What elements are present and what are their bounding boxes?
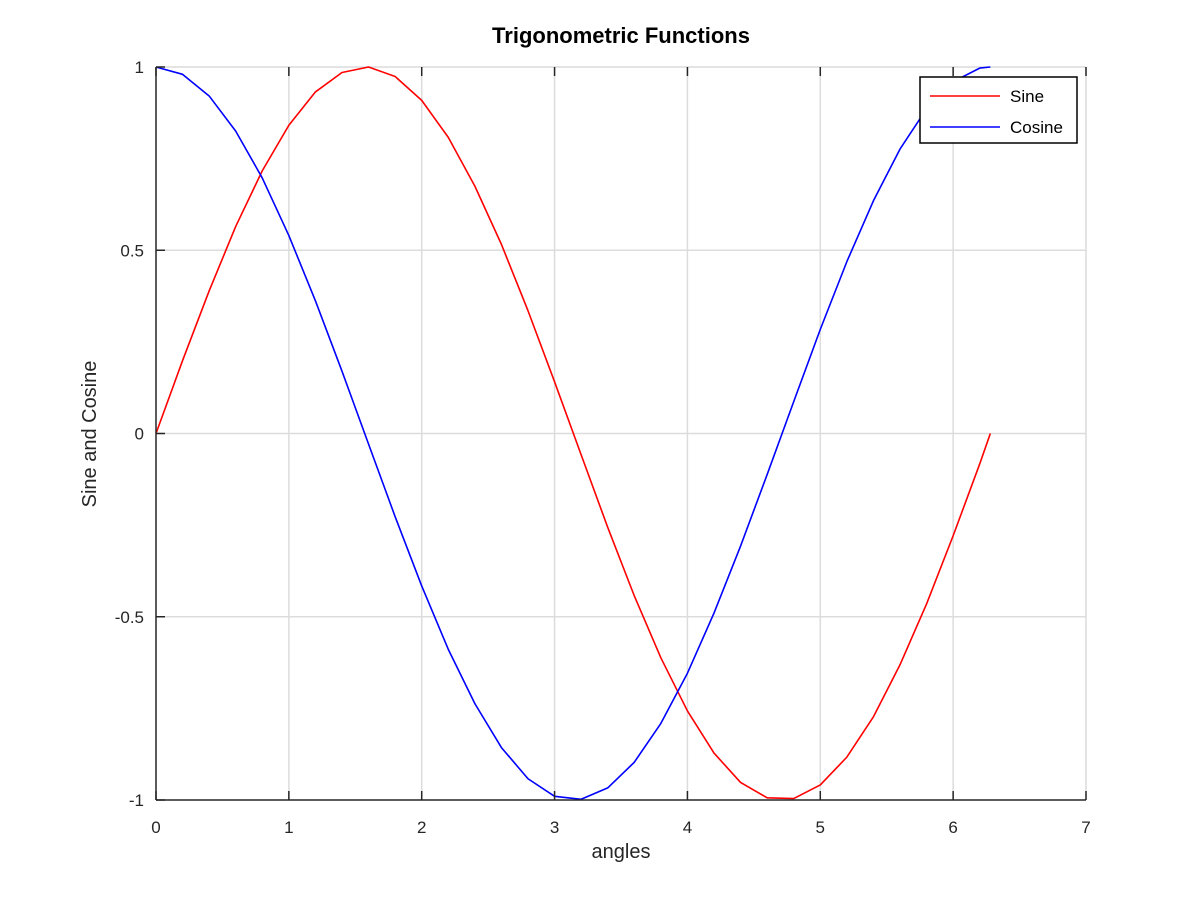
y-tick-label: 1 <box>135 58 144 77</box>
grid-lines <box>156 66 1087 800</box>
y-tick-label: -0.5 <box>115 608 144 627</box>
series-line-sine <box>155 66 992 800</box>
legend-label-sine: Sine <box>1010 87 1044 106</box>
x-tick-label: 7 <box>1081 818 1090 837</box>
x-ticks: 0 1 2 3 4 5 6 7 <box>151 67 1091 837</box>
chart-title: Trigonometric Functions <box>492 23 750 48</box>
legend: Sine Cosine <box>919 76 1078 144</box>
y-ticks: -1 -0.5 0 0.5 1 <box>115 58 165 810</box>
x-tick-label: 5 <box>816 818 825 837</box>
x-tick-label: 3 <box>550 818 559 837</box>
y-tick-label: 0 <box>135 425 144 444</box>
x-tick-label: 0 <box>151 818 160 837</box>
legend-label-cosine: Cosine <box>1010 118 1063 137</box>
x-tick-label: 2 <box>417 818 426 837</box>
x-tick-label: 6 <box>948 818 957 837</box>
y-axis-label: Sine and Cosine <box>79 361 101 508</box>
x-tick-label: 1 <box>284 818 293 837</box>
x-tick-label: 4 <box>683 818 692 837</box>
legend-box <box>919 76 1078 144</box>
y-tick-label: -1 <box>129 791 144 810</box>
y-tick-label: 0.5 <box>120 241 144 260</box>
x-axis-label: angles <box>592 841 651 863</box>
